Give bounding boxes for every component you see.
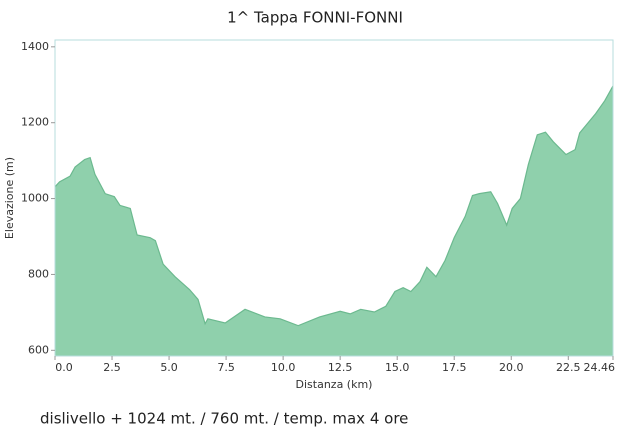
plot-frame [54,39,614,357]
y-tick-label: 600 [28,343,49,356]
x-tick-label: 20.0 [499,361,524,374]
x-tick-label: 17.5 [442,361,467,374]
x-tick-label: 12.5 [328,361,353,374]
x-tick-label: 15.0 [385,361,410,374]
elevation-area [55,85,613,357]
x-tick-label: 2.5 [103,361,121,374]
footer-note: dislivello + 1024 mt. / 760 mt. / temp. … [40,410,408,428]
x-tick-label: 5.0 [160,361,178,374]
elevation-line [54,85,614,327]
x-tick-label: 22.5 [556,361,581,374]
x-tick-label: 7.5 [217,361,235,374]
chart-title: 1^ Tappa FONNI-FONNI [227,9,403,27]
x-tick-label: 10.0 [271,361,296,374]
y-tick-label: 1000 [21,192,49,205]
y-tick-label: 1200 [21,116,49,129]
x-tick-label: 0.0 [55,361,73,374]
x-axis-label: Distanza (km) [296,378,373,391]
y-axis-label: Elevazione (m) [3,157,16,239]
y-tick-label: 800 [28,267,49,280]
x-tick-label: 24.46 [584,361,616,374]
y-tick-label: 1400 [21,40,49,53]
